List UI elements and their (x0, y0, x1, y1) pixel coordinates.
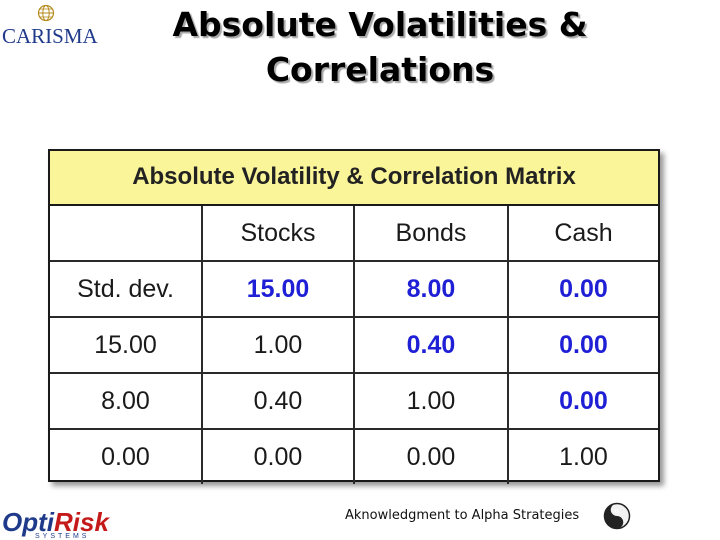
globe-icon (37, 4, 55, 22)
table-cell: 1.00 (507, 428, 658, 484)
table-cell: 0.00 (507, 260, 658, 318)
page-title-line2: Correlations (265, 50, 495, 89)
matrix-header: Absolute Volatility & Correlation Matrix (50, 151, 658, 206)
table-cell: 1.00 (353, 372, 509, 430)
table-cell: 0.40 (353, 316, 509, 374)
row-label: 0.00 (50, 428, 203, 484)
table-cell: 0.40 (201, 372, 355, 430)
table-cell: 0.00 (353, 428, 509, 484)
page-title: Absolute Volatilities & Correlations (130, 2, 630, 92)
optirisk-logo-sub: SYSTEMS (35, 533, 90, 540)
column-header-blank (50, 206, 203, 262)
table-cell: 0.00 (201, 428, 355, 484)
column-header-bonds: Bonds (353, 206, 509, 262)
row-label: 8.00 (50, 372, 203, 430)
svg-text:α: α (615, 507, 620, 515)
svg-text:σ: σ (615, 518, 620, 526)
optirisk-logo: OptiRisk SYSTEMS (2, 508, 122, 540)
alpha-strategies-icon: α σ (603, 502, 631, 530)
carisma-logo-text: CARISMA (2, 24, 98, 48)
table-row: 15.00 1.00 0.40 0.00 (50, 316, 658, 374)
optirisk-logo-text: OptiRisk (2, 508, 109, 536)
column-header-cash: Cash (507, 206, 658, 262)
acknowledgment-text: Aknowledgment to Alpha Strategies (345, 508, 580, 523)
table-cell: 0.00 (507, 372, 658, 430)
column-header-stocks: Stocks (201, 206, 355, 262)
page-title-line1: Absolute Volatilities & (172, 5, 588, 44)
table-cell: 8.00 (353, 260, 509, 318)
carisma-logo: CARISMA (2, 4, 98, 48)
row-label: Std. dev. (50, 260, 203, 318)
optirisk-logo-risk: Risk (54, 507, 109, 537)
table-row: 0.00 0.00 0.00 1.00 (50, 428, 658, 484)
table-row: Std. dev. 15.00 8.00 0.00 (50, 260, 658, 318)
matrix-table: Stocks Bonds Cash Std. dev. 15.00 8.00 0… (50, 206, 658, 484)
table-row: 8.00 0.40 1.00 0.00 (50, 372, 658, 430)
table-cell: 0.00 (507, 316, 658, 374)
row-label: 15.00 (50, 316, 203, 374)
optirisk-logo-opti: Opti (2, 507, 54, 537)
table-header-row: Stocks Bonds Cash (50, 206, 658, 262)
table-cell: 15.00 (201, 260, 355, 318)
volatility-correlation-matrix: Absolute Volatility & Correlation Matrix… (48, 149, 660, 484)
table-cell: 1.00 (201, 316, 355, 374)
